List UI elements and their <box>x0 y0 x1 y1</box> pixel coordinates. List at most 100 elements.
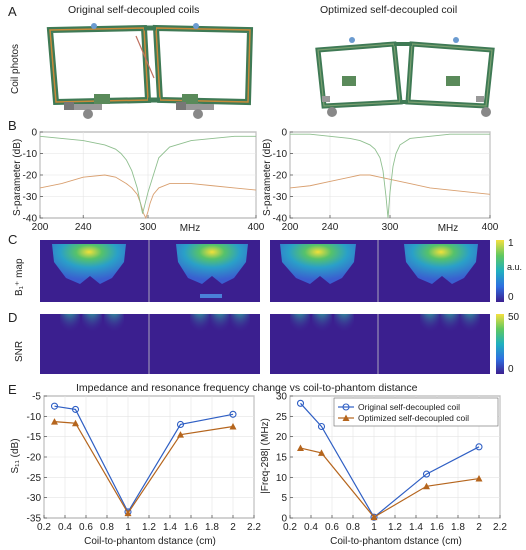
panel-letter-e: E <box>8 382 17 397</box>
data-point <box>176 420 185 429</box>
y-tick-label: -10 <box>273 149 288 160</box>
y-tick-label: 10 <box>276 473 288 484</box>
y-tick-label: 20 <box>276 432 288 443</box>
y-tick-label: -10 <box>23 149 38 160</box>
data-point <box>475 475 483 482</box>
y-tick-label: -15 <box>27 432 42 443</box>
legend-label: Original self-decoupled coil <box>358 402 460 412</box>
data-point <box>475 443 483 451</box>
coil-photo-original <box>46 23 254 119</box>
x-tick-label: 300 <box>140 222 157 233</box>
x-tick-label: 0.4 <box>304 522 318 533</box>
legend-label: Optimized self-decoupled coil <box>358 413 469 423</box>
x-tick-label: 2.2 <box>493 522 507 533</box>
x-tick-label: 200 <box>32 222 49 233</box>
x-tick-label: 200 <box>282 222 299 233</box>
series-line-0 <box>289 174 491 195</box>
x-tick-label: 1 <box>125 522 131 533</box>
data-point <box>297 444 304 452</box>
y-tick-label: -5 <box>32 392 41 403</box>
x-tick-label: 2 <box>230 522 236 533</box>
x-tick-label: 1.6 <box>430 522 444 533</box>
x-tick-label: 0.6 <box>325 522 339 533</box>
snr-map-optimized <box>270 314 490 374</box>
y-tick-label: -20 <box>27 453 42 464</box>
y-axis-label: S₁₁ (dB) <box>10 438 21 473</box>
x-tick-label: 1.2 <box>388 522 402 533</box>
data-point <box>71 405 80 413</box>
coil-photo-title-optimized: Optimized self-decoupled coil <box>320 4 458 16</box>
coil-photo-title-original: Original self-decoupled coils <box>68 4 200 16</box>
snr-map-original <box>40 314 260 374</box>
y-tick-label: -25 <box>27 473 42 484</box>
y-tick-label: -20 <box>273 171 288 182</box>
x-tick-label: 300 <box>382 222 399 233</box>
x-tick-label: 1 <box>371 522 377 533</box>
x-tick-label: 400 <box>482 222 499 233</box>
x-tick-label: 400 <box>248 222 265 233</box>
b1-colorbar <box>496 240 504 302</box>
y-tick-label: 30 <box>276 392 288 403</box>
series-line-1 <box>300 447 480 518</box>
x-axis-label: MHz <box>180 223 201 234</box>
coil-photo-optimized <box>315 37 495 117</box>
x-tick-label: 1.8 <box>451 522 465 533</box>
b1-map-original <box>40 240 260 302</box>
y-tick-label: 5 <box>281 493 287 504</box>
series-line-0 <box>39 174 257 220</box>
x-tick-label: 0.8 <box>100 522 114 533</box>
x-axis-label: MHz <box>438 223 459 234</box>
y-tick-label: -40 <box>23 214 38 225</box>
y-tick-label: 0 <box>281 128 287 139</box>
panel-letter-b: B <box>8 118 17 133</box>
data-point <box>124 509 132 517</box>
data-point <box>177 431 184 438</box>
x-tick-label: 0.8 <box>346 522 360 533</box>
y-tick-label: 25 <box>276 412 288 423</box>
data-point <box>51 418 58 425</box>
snr-colorbar-min: 0 <box>508 364 514 375</box>
legend-marker <box>342 414 350 421</box>
x-tick-label: 0.6 <box>79 522 93 533</box>
x-tick-label: 1.2 <box>142 522 156 533</box>
x-axis-label: Coil-to-phantom dstance (cm) <box>84 536 216 547</box>
y-tick-label: -10 <box>27 412 42 423</box>
b1-colorbar-min: 0 <box>508 292 514 303</box>
snr-colorbar-max: 50 <box>508 312 520 323</box>
legend-marker <box>342 403 350 411</box>
x-tick-label: 1.4 <box>409 522 423 533</box>
series-line-1 <box>39 135 256 214</box>
y-tick-label: 0 <box>281 514 287 525</box>
x-tick-label: 240 <box>75 222 92 233</box>
data-point <box>229 410 237 418</box>
snr-colorbar <box>496 314 504 374</box>
x-tick-label: 0.4 <box>58 522 72 533</box>
y-tick-label: -30 <box>23 192 38 203</box>
y-tick-label: -35 <box>27 514 42 525</box>
panel-e-title: Impedance and resonance frequency change… <box>76 382 418 394</box>
b1-map-optimized <box>270 240 490 302</box>
x-axis-label: Coil-to-phantom dstance (cm) <box>330 536 462 547</box>
x-tick-label: 2 <box>476 522 482 533</box>
y-axis-label: |Freq-298| (MHz) <box>260 418 271 494</box>
data-point <box>422 470 431 478</box>
y-tick-label: -20 <box>23 171 38 182</box>
b1-colorbar-unit: a.u. <box>507 262 523 272</box>
y-tick-label: -30 <box>273 192 288 203</box>
data-point <box>72 419 79 427</box>
y-tick-label: 15 <box>276 453 288 464</box>
data-point <box>318 449 325 456</box>
x-tick-label: 0.2 <box>37 522 51 533</box>
data-point <box>423 482 430 490</box>
series-line-1 <box>290 133 490 219</box>
data-point <box>370 513 378 521</box>
x-tick-label: 0.2 <box>283 522 297 533</box>
b1-colorbar-max: 1 <box>508 238 514 249</box>
data-point <box>50 402 59 410</box>
legend-box <box>333 397 499 427</box>
data-point <box>229 423 237 430</box>
panel-letter-d: D <box>8 310 18 325</box>
